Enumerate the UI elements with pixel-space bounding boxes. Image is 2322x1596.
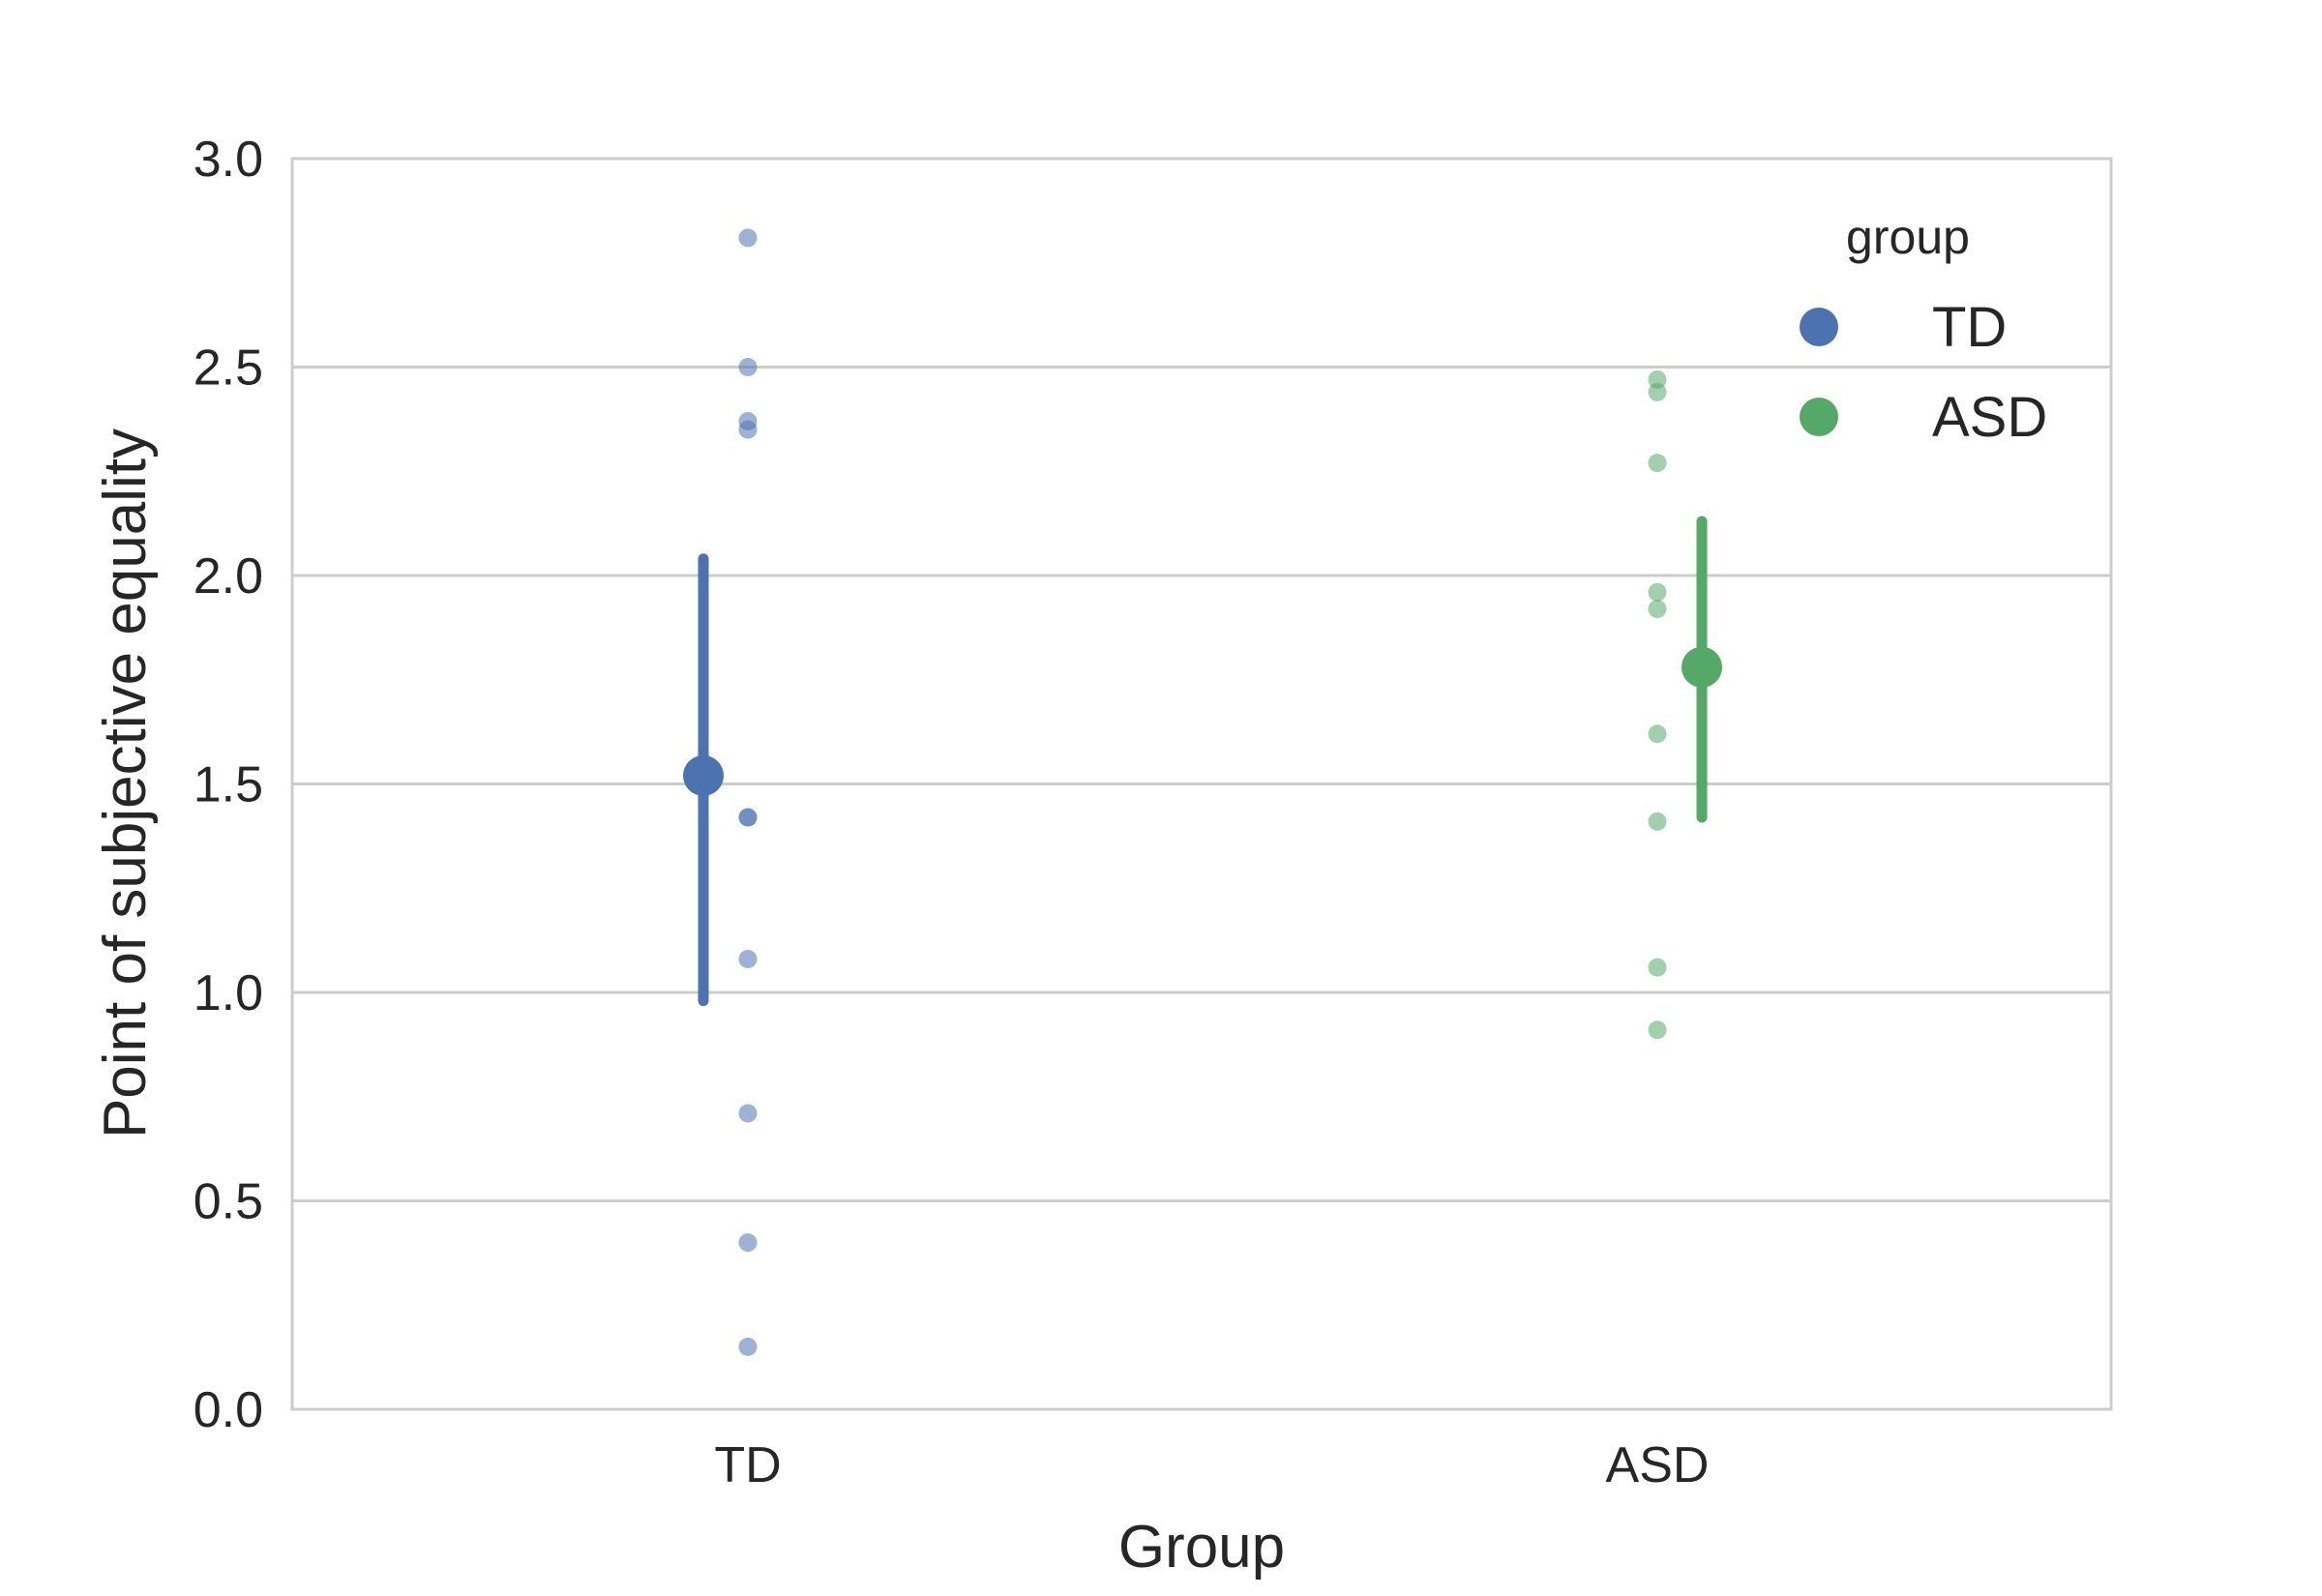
data-point-asd: [1648, 812, 1667, 831]
y-tick-label: 3.0: [194, 132, 263, 188]
y-tick-label: 1.0: [194, 965, 263, 1021]
y-tick-label: 2.0: [194, 548, 263, 605]
x-tick-label: ASD: [1606, 1437, 1710, 1493]
y-axis-title: Point of subjective equality: [92, 429, 159, 1138]
plot-frame: [290, 157, 2113, 1411]
data-point-asd: [1648, 582, 1667, 602]
legend-marker-td: [1800, 308, 1838, 346]
point-estimates: [683, 516, 1722, 1007]
data-point-asd: [1648, 1020, 1667, 1040]
mean-marker-asd: [1682, 646, 1722, 688]
data-point-asd: [1648, 382, 1667, 401]
legend-marker-asd: [1800, 398, 1838, 436]
data-point-td: [738, 358, 758, 376]
x-axis-title: Group: [1118, 1514, 1285, 1581]
grid-lines: [292, 366, 2111, 1202]
legend-title: group: [1846, 210, 1970, 264]
data-point-asd: [1648, 724, 1667, 744]
legend: group TD ASD: [1800, 210, 2047, 449]
data-point-asd: [1648, 958, 1667, 977]
data-point-asd: [1648, 454, 1667, 473]
legend-label-asd: ASD: [1932, 386, 2047, 449]
data-point-td: [738, 1337, 758, 1356]
data-point-td: [738, 1104, 758, 1123]
data-point-td: [738, 420, 758, 439]
y-tick-label: 1.5: [194, 757, 263, 813]
x-tick-label: TD: [714, 1437, 781, 1493]
mean-marker-td: [683, 754, 724, 796]
legend-label-td: TD: [1932, 296, 2007, 359]
strip-points: [738, 228, 1667, 1356]
legend-items: TD ASD: [1800, 296, 2047, 449]
y-tick-label: 0.5: [194, 1174, 263, 1230]
y-tick-label: 0.0: [194, 1382, 263, 1438]
data-point-td: [738, 228, 758, 248]
data-point-td: [738, 808, 758, 827]
data-point-td: [738, 950, 758, 969]
data-point-td: [738, 1233, 758, 1253]
y-tick-label: 2.5: [194, 340, 263, 397]
y-tick-labels: 0.0 0.5 1.0 1.5 2.0 2.5 3.0: [194, 132, 263, 1438]
data-point-asd: [1648, 599, 1667, 618]
x-tick-labels: TD ASD: [714, 1437, 1709, 1493]
